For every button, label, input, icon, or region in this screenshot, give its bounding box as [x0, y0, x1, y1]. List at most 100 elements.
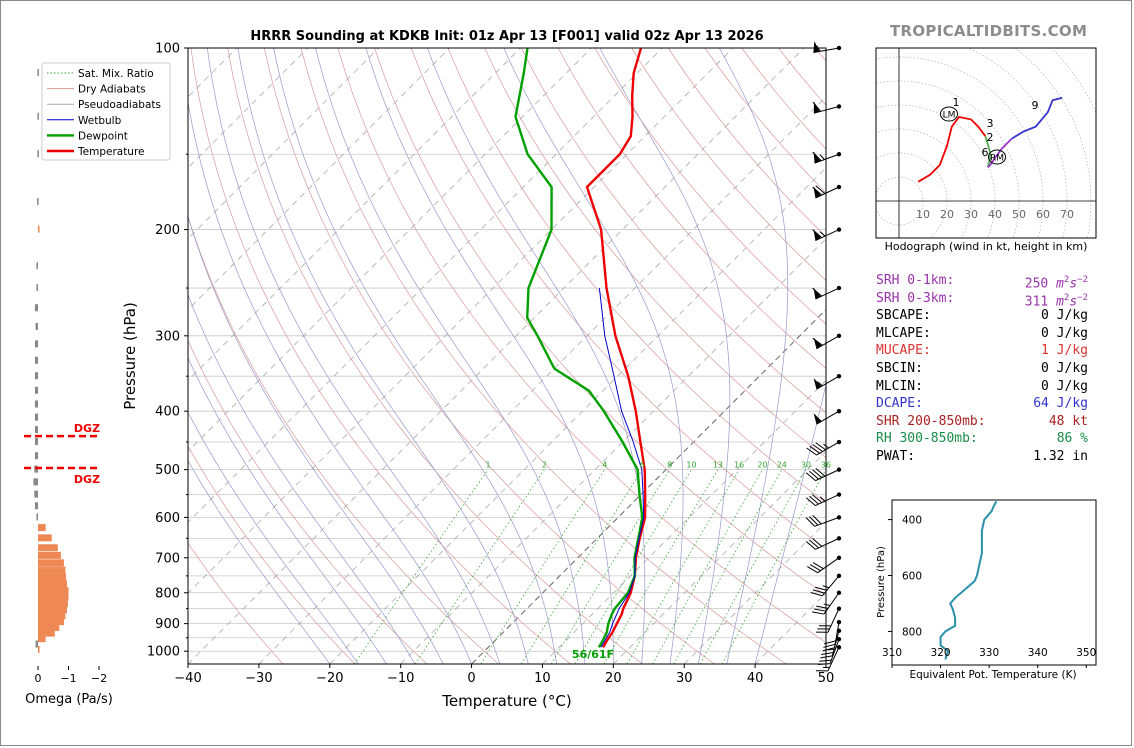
omega-bar	[34, 490, 38, 498]
wind-barb	[812, 101, 842, 114]
y-axis-label: Pressure (hPa)	[121, 302, 139, 410]
barb-base	[836, 408, 842, 414]
hodograph-caption: Hodograph (wind in kt, height in km)	[885, 240, 1088, 253]
y-tick-label: 1000	[147, 645, 180, 660]
x-tick-label: 40	[747, 671, 764, 686]
x-tick-label: −20	[316, 671, 343, 686]
moist-adiabat-line	[365, 48, 614, 664]
stats-panel: SRH 0-1km: 250 m2s−2 SRH 0-3km: 311 m2s−2 SB…	[876, 272, 1088, 466]
storm-motion-label: RM	[990, 154, 1004, 164]
barb-base	[836, 467, 842, 472]
barb-half	[823, 603, 831, 606]
legend-item: Temperature	[77, 146, 145, 158]
dry-adiabat-line	[447, 48, 826, 504]
hodograph-trace	[917, 116, 987, 183]
wind-barb	[805, 492, 842, 507]
barb-flag	[812, 287, 823, 297]
moist-adiabat-line	[718, 48, 789, 664]
mixing-ratio-label: 6	[640, 461, 645, 470]
wind-barb	[805, 467, 842, 482]
mixing-ratio-line	[353, 469, 489, 664]
barb-flag	[823, 643, 836, 648]
omega-tick-label: −1	[60, 672, 76, 685]
barb-staff	[817, 557, 840, 574]
barb-half	[819, 496, 826, 502]
y-tick-label: 200	[155, 223, 180, 238]
moist-adiabat-line	[188, 357, 387, 664]
barb-flag	[809, 564, 821, 572]
omega-bar	[38, 580, 67, 588]
dry-adiabat-line	[337, 48, 826, 644]
mixing-ratio-line	[550, 469, 671, 664]
stat-label: SRH 0-1km:	[876, 273, 955, 288]
omega-bar	[37, 68, 39, 76]
omega-bar	[37, 150, 39, 158]
barb-flag	[805, 472, 816, 481]
hodograph-height-label: 3	[987, 117, 994, 130]
barb-flag	[812, 337, 823, 346]
isotherm-line	[0, 48, 24, 664]
hodograph-ring-label: 40	[988, 208, 1002, 221]
y-tick-label: 100	[155, 42, 180, 57]
mixing-ratio-label: 13	[713, 461, 723, 470]
omega-bar	[35, 640, 38, 648]
omega-bar	[36, 513, 38, 521]
barb-flag	[812, 611, 825, 615]
barb-flag	[812, 444, 823, 452]
barb-half	[823, 443, 829, 449]
mixing-ratio-line	[721, 469, 826, 664]
stat-value: 250 m2s−2	[1024, 275, 1088, 292]
wind-barb	[813, 373, 842, 390]
wind-barb	[812, 151, 842, 164]
barb-staff	[816, 375, 840, 390]
stat-value: 0 J/kg	[1041, 325, 1088, 341]
hodograph-trace	[1011, 96, 1063, 140]
wind-barb	[812, 333, 842, 350]
omega-bar	[37, 112, 39, 120]
y-tick-label: 900	[155, 617, 180, 632]
omega-bar	[33, 478, 38, 486]
dry-adiabat-line	[594, 48, 826, 325]
barb-flag	[812, 514, 822, 525]
barb-staff	[823, 592, 840, 615]
barb-flag	[812, 101, 822, 112]
dewpoint-profile	[514, 48, 644, 648]
wind-barb	[815, 645, 842, 672]
barb-base	[836, 619, 842, 625]
mixing-ratio-line	[480, 469, 606, 664]
mixing-ratio-line	[574, 469, 692, 664]
barb-flag	[812, 151, 822, 162]
barb-base	[836, 492, 842, 497]
omega-bar	[38, 623, 60, 631]
dry-adiabat-line	[188, 542, 284, 664]
wetbulb-profile	[598, 287, 645, 648]
barb-flag	[809, 539, 819, 549]
omega-bar	[38, 635, 46, 643]
barb-base	[836, 573, 842, 579]
moist-adiabat-line	[599, 48, 731, 664]
barb-flag	[812, 562, 824, 570]
stat-value: 0 J/kg	[1041, 308, 1088, 324]
barb-flag	[812, 589, 825, 594]
dry-adiabat-line	[374, 48, 826, 596]
barb-pennant	[813, 186, 821, 198]
omega-bar	[36, 262, 38, 270]
barb-flag	[818, 663, 831, 666]
barb-half	[819, 231, 826, 237]
dry-adiabat-line	[263, 48, 715, 664]
stat-row: MLCIN: 0 J/kg	[876, 378, 1088, 396]
barb-staff	[833, 622, 840, 648]
isotherm-line	[613, 450, 826, 664]
legend-item: Sat. Mix. Ratio	[78, 68, 154, 80]
barb-flag	[812, 229, 823, 238]
omega-bar	[34, 340, 38, 348]
wind-barb	[806, 439, 842, 456]
chart-title: HRRR Sounding at KDKB Init: 01z Apr 13 […	[250, 29, 763, 44]
x-tick-label: 10	[534, 671, 551, 686]
barb-staff	[829, 638, 840, 664]
barb-pennant	[813, 101, 820, 114]
barb-pennant	[813, 151, 821, 164]
dry-adiabat-line	[557, 48, 826, 369]
barb-staff	[816, 410, 840, 425]
isotherm-line	[471, 308, 826, 664]
